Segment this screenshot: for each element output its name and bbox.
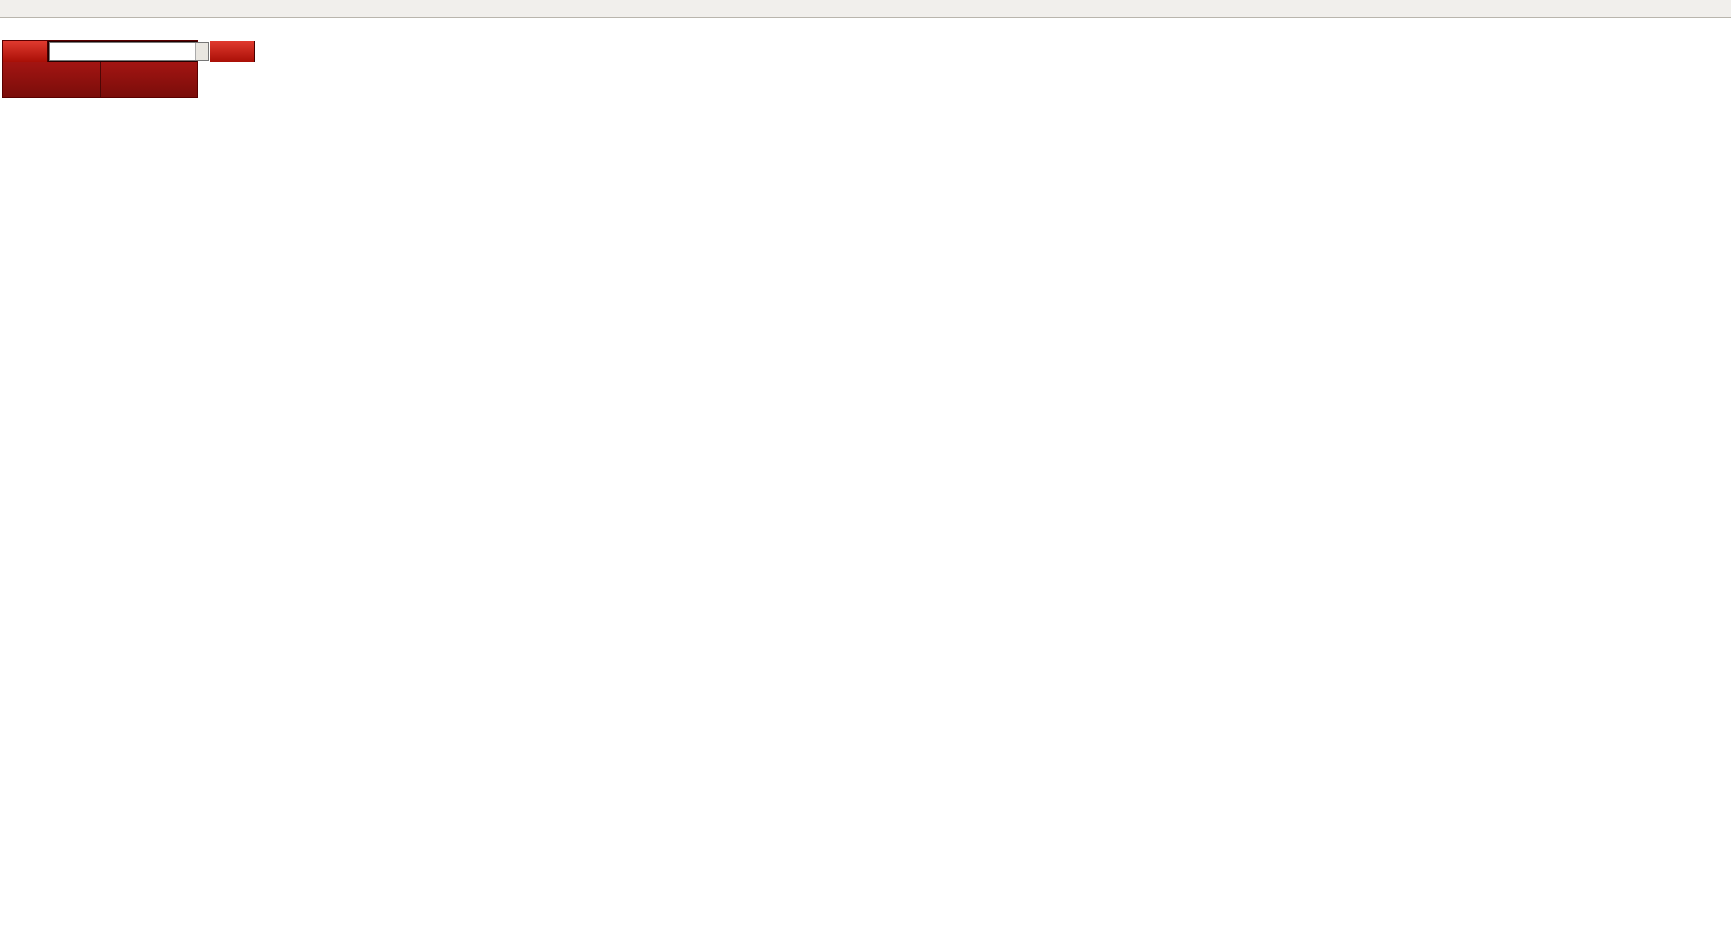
volume-field	[49, 42, 209, 61]
price-divider	[99, 62, 101, 97]
trade-panel-prices	[3, 62, 197, 97]
volume-input[interactable]	[50, 43, 195, 60]
sell-button[interactable]	[3, 41, 48, 62]
main-toolbar	[0, 0, 1731, 18]
trade-panel-controls	[3, 41, 255, 62]
buy-button[interactable]	[210, 41, 255, 62]
chart-canvas[interactable]	[0, 18, 1731, 943]
one-click-trading-panel	[2, 40, 255, 98]
volume-up-button[interactable]	[196, 43, 208, 52]
chart-window[interactable]	[0, 18, 1731, 943]
volume-down-button[interactable]	[196, 51, 208, 60]
volume-stepper	[195, 43, 208, 60]
buy-price-display[interactable]	[101, 62, 198, 97]
sell-price-display[interactable]	[3, 62, 100, 97]
